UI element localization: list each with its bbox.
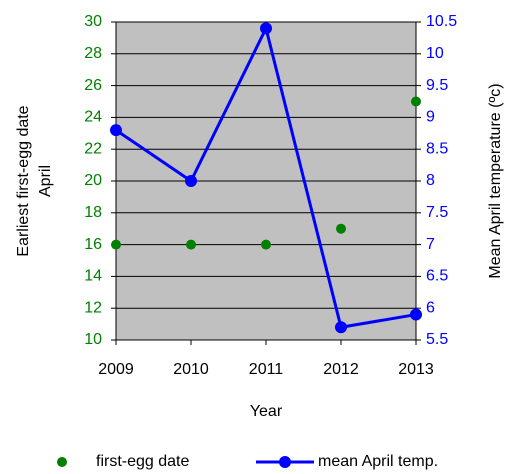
x-axis-title: Year: [250, 403, 283, 420]
x-tick-label: 2010: [173, 361, 209, 378]
legend-marker: [57, 457, 67, 467]
dot: [411, 96, 421, 107]
y2-tick-label: 5.5: [426, 331, 448, 348]
y-tick-label: 16: [84, 236, 102, 253]
y2-tick-label: 6: [426, 299, 435, 316]
legend-label: first-egg date: [96, 453, 189, 470]
y-tick-label: 28: [84, 45, 102, 62]
y2-tick-label: 7: [426, 236, 435, 253]
dot: [261, 239, 271, 250]
y2-tick-label: 9: [426, 109, 435, 126]
y-tick-label: 18: [84, 204, 102, 221]
y2-tick-label: 10.5: [426, 13, 457, 30]
line-marker: [410, 308, 422, 321]
y-tick-label: 22: [84, 140, 102, 157]
y2-tick-label: 7.5: [426, 204, 448, 221]
y-axis-title: Earliest first-egg date: [15, 105, 32, 256]
line-marker: [335, 321, 347, 334]
y-tick-label: 26: [84, 77, 102, 94]
dot: [336, 223, 346, 234]
x-tick-label: 2013: [398, 361, 434, 378]
line-marker: [185, 175, 197, 187]
dot: [111, 239, 121, 250]
y-tick-label: 20: [84, 172, 102, 189]
dot: [186, 239, 196, 250]
y-tick-label: 14: [84, 268, 102, 285]
line-marker: [260, 22, 272, 35]
y-tick-label: 24: [84, 109, 102, 126]
x-tick-label: 2012: [323, 361, 359, 378]
y2-tick-label: 10: [426, 45, 444, 62]
y2-tick-label: 8: [426, 172, 435, 189]
y2-tick-label: 9.5: [426, 77, 448, 94]
legend-label: mean April temp.: [318, 453, 438, 470]
y-tick-label: 12: [84, 299, 102, 316]
legend-marker: [279, 456, 291, 468]
y2-tick-label: 8.5: [426, 140, 448, 157]
y-axis-title: April: [37, 165, 54, 197]
y-tick-label: 30: [84, 13, 102, 30]
x-tick-label: 2011: [249, 361, 284, 378]
line-marker: [110, 124, 122, 137]
y2-axis-title: Mean April temperature (ºc): [487, 83, 504, 278]
x-tick-label: 2009: [98, 361, 134, 378]
y2-tick-label: 6.5: [426, 268, 448, 285]
y-tick-label: 10: [84, 331, 102, 348]
